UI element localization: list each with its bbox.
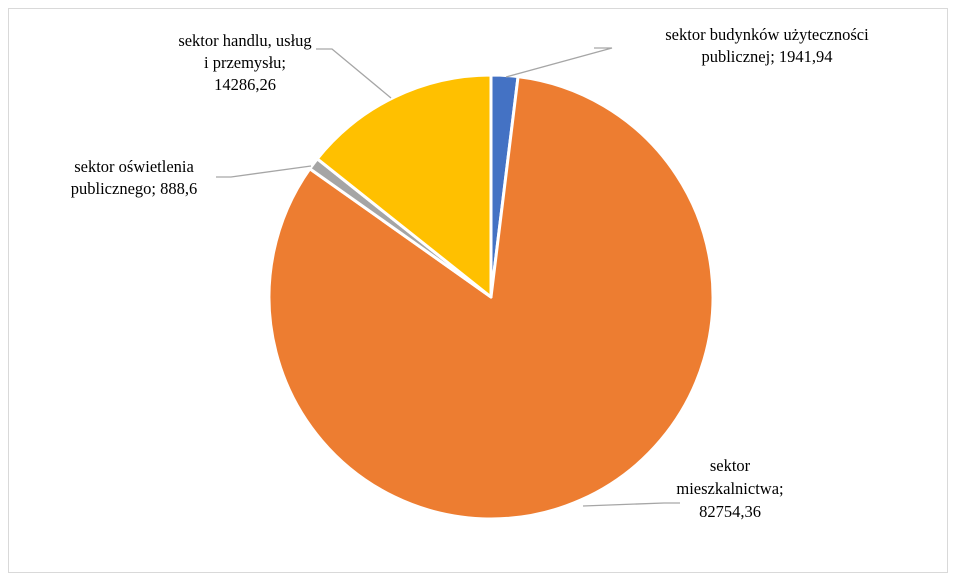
pie-slices <box>267 73 715 521</box>
leader-line-1 <box>505 47 613 78</box>
chart-area: sektor budynków użyteczności publicznej; … <box>8 8 948 573</box>
data-label-4-line-1: sektor handlu, usług <box>178 31 311 50</box>
data-label-1-line-1: sektor budynków użyteczności <box>665 25 869 44</box>
pie-chart: sektor budynków użyteczności publicznej; … <box>71 25 869 521</box>
data-label-1-line-2: publicznej; 1941,94 <box>701 47 832 66</box>
leader-line-4 <box>316 48 392 99</box>
data-label-3-line-1: sektor oświetlenia <box>74 157 194 176</box>
data-label-3-line-2: publicznego; 888,6 <box>71 179 197 198</box>
pie-slice-4 <box>315 73 493 299</box>
data-label-2: sektor mieszkalnictwa; 82754,36 <box>676 456 783 521</box>
data-label-1: sektor budynków użyteczności publicznej; … <box>665 25 869 66</box>
leader-line-2 <box>582 502 680 507</box>
data-label-4-line-2: i przemysłu; <box>204 53 286 72</box>
data-label-3: sektor oświetlenia publicznego; 888,6 <box>71 157 197 198</box>
data-label-4: sektor handlu, usług i przemysłu; 14286,26 <box>178 31 311 94</box>
data-label-2-line-1: sektor <box>710 456 751 475</box>
data-label-2-line-3: 82754,36 <box>699 502 761 521</box>
leader-line-3 <box>216 165 312 178</box>
data-label-4-line-3: 14286,26 <box>214 75 276 94</box>
data-label-2-line-2: mieszkalnictwa; <box>676 479 783 498</box>
